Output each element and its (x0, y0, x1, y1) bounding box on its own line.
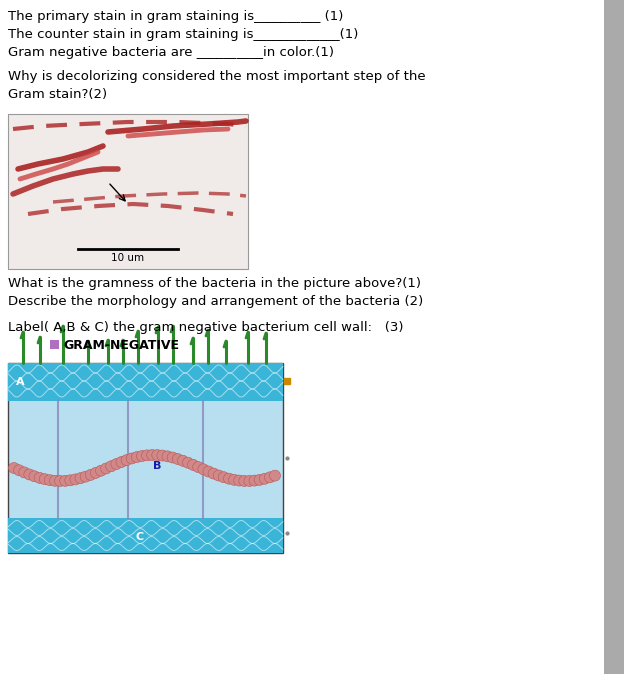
Text: 10 um: 10 um (112, 253, 145, 263)
Circle shape (54, 475, 66, 487)
Text: The counter stain in gram staining is_____________(1): The counter stain in gram staining is___… (8, 28, 358, 41)
Circle shape (239, 475, 250, 487)
Bar (604, 0, 624, 674)
Bar (8, 518, 283, 553)
Circle shape (244, 475, 255, 487)
Text: B: B (153, 461, 162, 471)
Circle shape (60, 475, 71, 487)
Circle shape (198, 464, 209, 474)
Circle shape (188, 459, 198, 470)
Circle shape (142, 450, 152, 461)
Text: What is the gramness of the bacteria in the picture above?(1): What is the gramness of the bacteria in … (8, 277, 421, 290)
Circle shape (14, 465, 24, 476)
Text: C: C (135, 532, 143, 543)
Bar (8, 363, 283, 401)
Circle shape (75, 472, 86, 484)
Bar (50, 340, 59, 349)
Circle shape (177, 455, 188, 466)
Circle shape (121, 454, 132, 466)
Text: Gram stain?(2): Gram stain?(2) (8, 88, 107, 101)
Text: GRAM-NEGATIVE: GRAM-NEGATIVE (63, 339, 179, 352)
Circle shape (213, 470, 224, 481)
Bar (8, 114, 248, 269)
Circle shape (131, 452, 142, 462)
Circle shape (172, 454, 183, 464)
Circle shape (249, 475, 260, 486)
Circle shape (39, 474, 50, 485)
Circle shape (85, 469, 96, 481)
Circle shape (105, 461, 117, 472)
Circle shape (193, 462, 203, 472)
Text: A: A (16, 377, 24, 387)
Circle shape (95, 465, 107, 477)
Text: The primary stain in gram staining is__________ (1): The primary stain in gram staining is___… (8, 10, 343, 23)
Circle shape (9, 462, 19, 474)
Circle shape (34, 472, 45, 483)
Circle shape (29, 470, 40, 482)
Circle shape (270, 470, 281, 481)
Circle shape (167, 452, 178, 463)
Circle shape (100, 463, 112, 474)
Bar (8, 363, 283, 553)
Circle shape (162, 451, 173, 462)
Text: Gram negative bacteria are __________in color.(1): Gram negative bacteria are __________in … (8, 46, 334, 59)
Circle shape (147, 450, 158, 460)
Circle shape (233, 475, 245, 486)
Circle shape (111, 458, 122, 470)
Text: Describe the morphology and arrangement of the bacteria (2): Describe the morphology and arrangement … (8, 295, 423, 308)
Circle shape (126, 453, 137, 464)
Circle shape (259, 473, 270, 484)
Circle shape (218, 472, 230, 483)
Circle shape (19, 467, 30, 478)
Text: Label( A,B & C) the gram negative bacterium cell wall:   (3): Label( A,B & C) the gram negative bacter… (8, 321, 404, 334)
Circle shape (44, 474, 56, 486)
Circle shape (49, 475, 61, 486)
Circle shape (80, 471, 91, 482)
Circle shape (203, 466, 214, 477)
Circle shape (24, 469, 35, 480)
Circle shape (265, 472, 275, 483)
Circle shape (223, 473, 235, 484)
Circle shape (90, 467, 101, 479)
Circle shape (65, 474, 76, 486)
Circle shape (116, 456, 127, 468)
Circle shape (137, 450, 147, 462)
Circle shape (152, 450, 163, 460)
Circle shape (157, 450, 168, 461)
Circle shape (182, 457, 193, 468)
Text: Why is decolorizing considered the most important step of the: Why is decolorizing considered the most … (8, 70, 426, 83)
Circle shape (228, 474, 240, 485)
Circle shape (70, 474, 81, 485)
Circle shape (208, 468, 219, 479)
Circle shape (254, 474, 265, 485)
